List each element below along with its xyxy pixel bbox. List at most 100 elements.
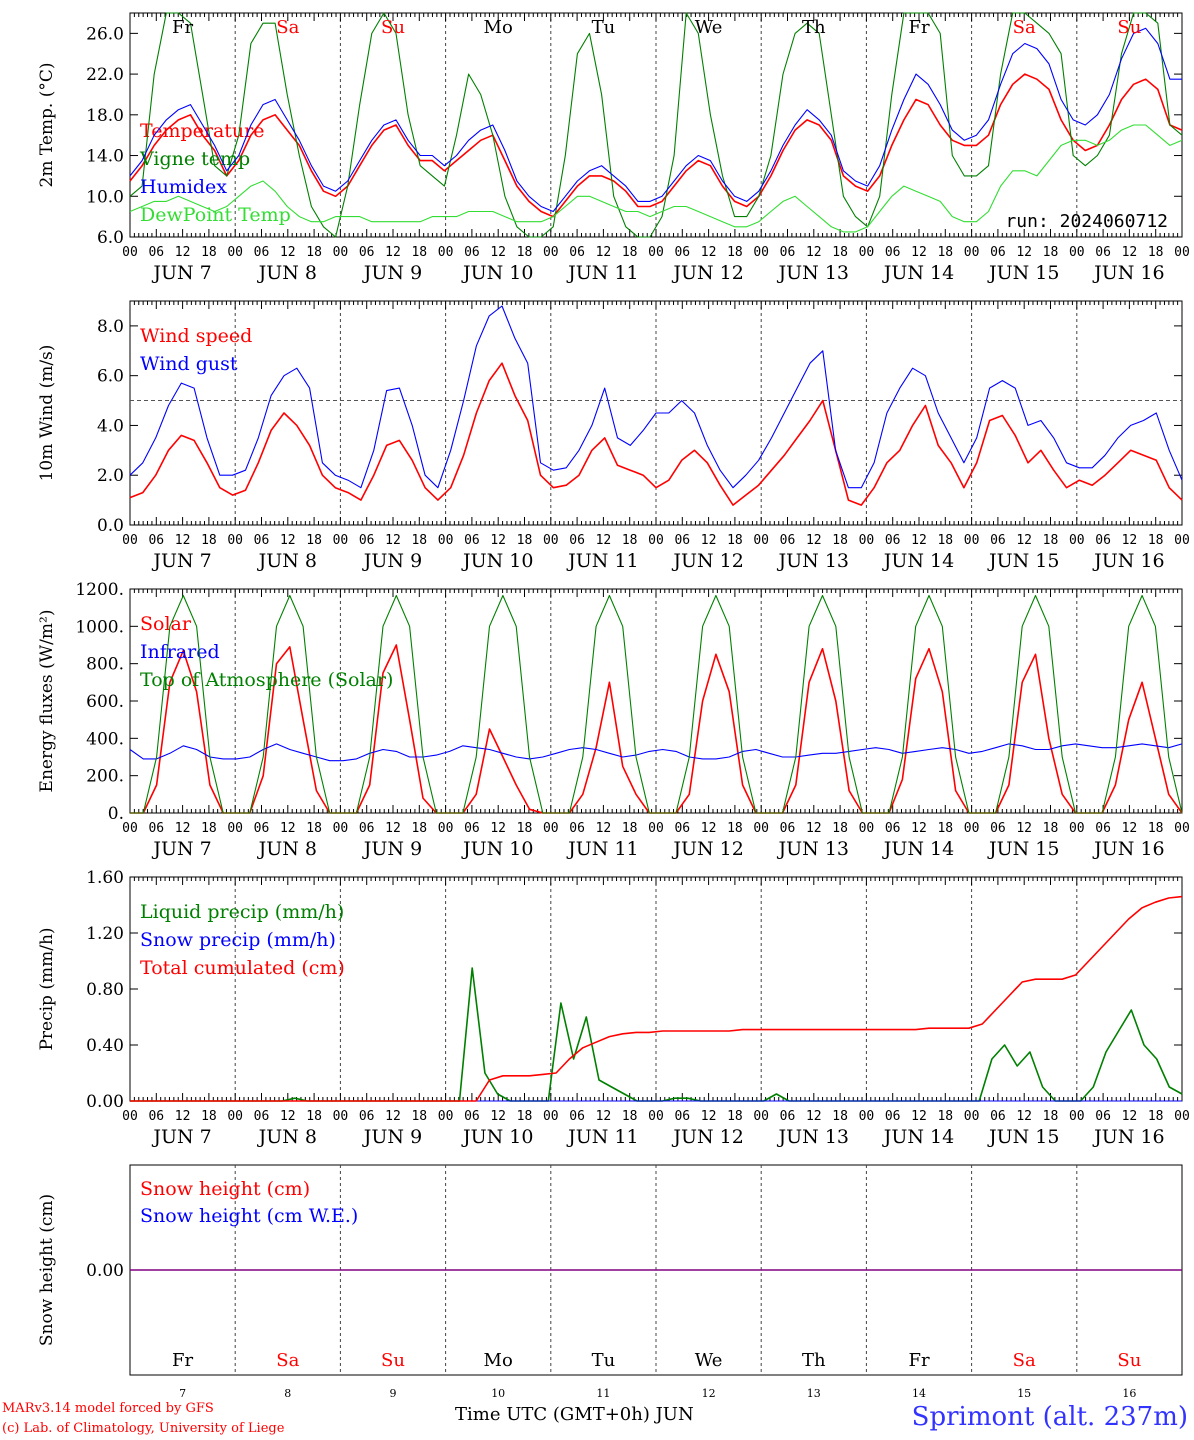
hour-tick-label: 12 — [911, 1109, 927, 1124]
hour-tick-label: 00 — [1069, 533, 1085, 548]
top-day-name: Sa — [276, 17, 299, 38]
bottom-day-number: 13 — [807, 1387, 821, 1400]
y-tick-label: 0.00 — [86, 1092, 124, 1112]
series-line — [129, 743, 1183, 762]
date-label: JUN 15 — [987, 1126, 1059, 1148]
hour-tick-label: 12 — [701, 245, 717, 260]
hour-tick-label: 18 — [1148, 533, 1164, 548]
hour-tick-label: 00 — [333, 821, 349, 836]
hour-tick-label: 00 — [1069, 1109, 1085, 1124]
series-line — [129, 124, 1183, 233]
date-label: JUN 13 — [777, 838, 849, 860]
y-tick-label: 18.0 — [86, 106, 124, 126]
hour-tick-label: 18 — [832, 821, 848, 836]
hour-tick-label: 00 — [333, 1109, 349, 1124]
hour-tick-label: 06 — [464, 245, 480, 260]
hour-tick-label: 18 — [201, 821, 217, 836]
date-label: JUN 14 — [882, 1126, 954, 1148]
hour-tick-label: 00 — [333, 533, 349, 548]
hour-tick-label: 00 — [1174, 821, 1190, 836]
legend-entry: Temperature — [140, 120, 264, 142]
hour-tick-label: 06 — [359, 245, 375, 260]
series-line — [129, 27, 1182, 213]
y-tick-label: 1.60 — [86, 868, 124, 888]
legend-entry: Infrared — [140, 641, 220, 663]
hour-tick-label: 12 — [490, 245, 506, 260]
hour-tick-label: 00 — [753, 1109, 769, 1124]
top-day-name: Mo — [484, 17, 513, 38]
hour-tick-label: 18 — [201, 1109, 217, 1124]
hour-tick-label: 00 — [964, 1109, 980, 1124]
top-day-name: Th — [802, 17, 826, 38]
legend-entry: DewPoint Temp — [140, 204, 291, 226]
date-label: JUN 14 — [882, 262, 954, 284]
hour-tick-label: 00 — [753, 245, 769, 260]
date-label: JUN 10 — [461, 550, 533, 572]
hour-tick-label: 18 — [937, 821, 953, 836]
y-tick-label: 0.80 — [86, 980, 124, 1000]
bottom-day-number: 8 — [284, 1387, 291, 1400]
date-label: JUN 11 — [566, 262, 638, 284]
hour-tick-label: 12 — [1016, 1109, 1032, 1124]
hour-tick-label: 06 — [780, 533, 796, 548]
bottom-day-number: 15 — [1017, 1387, 1031, 1400]
hour-tick-label: 12 — [806, 533, 822, 548]
bottom-day-number: 10 — [491, 1387, 505, 1400]
station-label: Sprimont (alt. 237m) — [911, 1402, 1188, 1432]
hour-tick-label: 12 — [806, 1109, 822, 1124]
hour-tick-label: 06 — [1095, 821, 1111, 836]
bottom-day-name: Sa — [1013, 1350, 1036, 1371]
date-label: JUN 14 — [882, 838, 954, 860]
date-label: JUN 9 — [362, 262, 422, 284]
bottom-day-number: 14 — [912, 1387, 926, 1400]
hour-tick-label: 18 — [727, 1109, 743, 1124]
hour-tick-label: 00 — [227, 533, 243, 548]
hour-tick-label: 00 — [964, 821, 980, 836]
hour-tick-label: 00 — [648, 245, 664, 260]
hour-tick-label: 12 — [1122, 245, 1138, 260]
hour-tick-label: 00 — [438, 821, 454, 836]
hour-tick-label: 06 — [464, 533, 480, 548]
hour-tick-label: 12 — [175, 533, 191, 548]
hour-tick-label: 18 — [937, 1109, 953, 1124]
date-label: JUN 12 — [671, 262, 743, 284]
hour-tick-label: 18 — [1043, 1109, 1059, 1124]
hour-tick-label: 00 — [1174, 533, 1190, 548]
legend-entry: Top of Atmosphere (Solar) — [140, 669, 393, 691]
hour-tick-label: 00 — [122, 821, 138, 836]
hour-tick-label: 12 — [1122, 1109, 1138, 1124]
hour-tick-label: 06 — [569, 245, 585, 260]
hour-tick-label: 12 — [280, 821, 296, 836]
hour-tick-label: 18 — [517, 1109, 533, 1124]
hour-tick-label: 12 — [1122, 533, 1138, 548]
date-label: JUN 15 — [987, 550, 1059, 572]
hour-tick-label: 06 — [569, 533, 585, 548]
hour-tick-label: 18 — [411, 821, 427, 836]
date-label: JUN 10 — [461, 838, 533, 860]
hour-tick-label: 06 — [674, 821, 690, 836]
hour-tick-label: 12 — [596, 245, 612, 260]
hour-tick-label: 18 — [1043, 821, 1059, 836]
y-tick-label: 14.0 — [86, 147, 124, 167]
date-label: JUN 16 — [1092, 838, 1164, 860]
hour-tick-label: 18 — [727, 533, 743, 548]
hour-tick-label: 06 — [1095, 533, 1111, 548]
hour-tick-label: 12 — [490, 533, 506, 548]
y-tick-label: 26.0 — [86, 24, 124, 44]
hour-tick-label: 12 — [1016, 821, 1032, 836]
bottom-day-name: Fr — [172, 1350, 193, 1371]
hour-tick-label: 00 — [964, 533, 980, 548]
date-label: JUN 12 — [671, 1126, 743, 1148]
hour-tick-label: 06 — [990, 533, 1006, 548]
bottom-day-name: Su — [381, 1350, 405, 1371]
hour-tick-label: 18 — [727, 245, 743, 260]
date-label: JUN 8 — [257, 1126, 317, 1148]
date-label: JUN 9 — [362, 1126, 422, 1148]
hour-tick-label: 00 — [227, 821, 243, 836]
bottom-day-name: Tu — [592, 1350, 616, 1371]
y-tick-label: 200. — [86, 767, 124, 787]
legend-entry: Snow height (cm W.E.) — [140, 1205, 358, 1227]
hour-tick-label: 18 — [411, 533, 427, 548]
date-label: JUN 7 — [151, 550, 211, 572]
hour-tick-label: 00 — [648, 821, 664, 836]
